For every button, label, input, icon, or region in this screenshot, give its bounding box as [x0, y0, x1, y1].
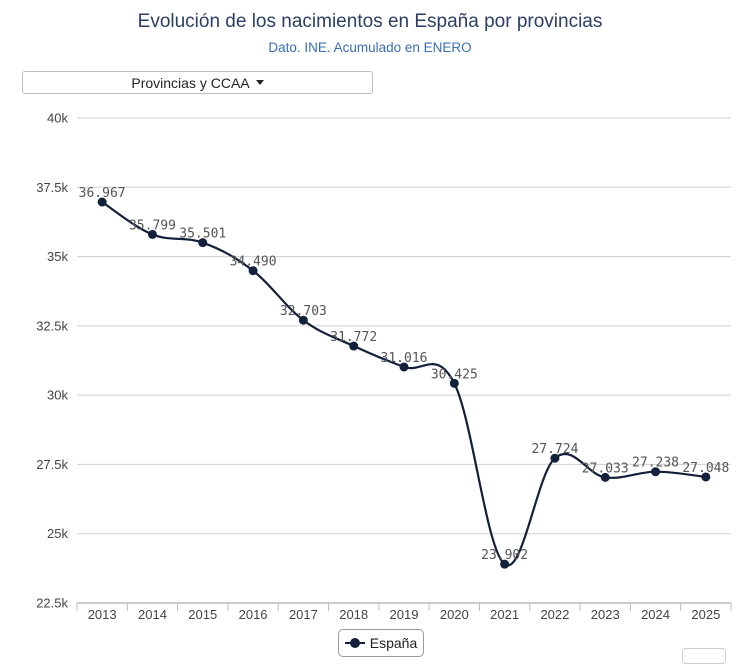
x-tick-label: 2019	[390, 607, 419, 622]
data-point	[399, 362, 409, 372]
data-point	[550, 453, 560, 463]
x-tick-label: 2020	[440, 607, 469, 622]
region-selector-label: Provincias y CCAA	[131, 74, 250, 91]
data-point	[701, 472, 711, 482]
data-label: 27.238	[632, 456, 679, 471]
x-tick-label: 2015	[188, 607, 217, 622]
series-marker-icon	[344, 638, 365, 648]
x-tick-label: 2018	[339, 607, 368, 622]
data-label: 27.724	[531, 442, 578, 457]
data-point	[600, 472, 610, 482]
data-point	[651, 467, 661, 477]
y-tick-label: 27.5k	[36, 457, 68, 472]
data-point	[449, 378, 459, 388]
data-label: 34.490	[230, 255, 277, 270]
data-label: 35.799	[129, 218, 176, 233]
x-tick-label: 2024	[641, 607, 670, 622]
legend-item-espana[interactable]: España	[338, 629, 424, 657]
x-tick-label: 2023	[591, 607, 620, 622]
data-label: 36.967	[79, 186, 126, 201]
region-selector-dropdown[interactable]: Provincias y CCAA	[22, 71, 373, 94]
x-tick-label: 2017	[289, 607, 318, 622]
chart-title: Evolución de los nacimientos en España p…	[137, 11, 603, 32]
legend-label: España	[369, 635, 418, 651]
data-label: 30.425	[431, 367, 478, 382]
data-label: 32.703	[280, 304, 327, 319]
y-tick-label: 35k	[47, 249, 68, 264]
caret-down-icon	[255, 80, 264, 85]
data-label: 35.501	[179, 227, 226, 242]
line-chart: 22.5k 25k 27.5k 30k 32.5k 35k 37.5k 40k 2013 2014…	[36, 111, 732, 622]
x-tick-label: 2014	[138, 607, 167, 622]
data-label: 23.902	[481, 548, 528, 563]
data-point	[147, 229, 157, 239]
y-tick-label: 30k	[47, 388, 68, 403]
y-tick-label: 32.5k	[36, 318, 68, 333]
data-label: 27.048	[682, 461, 729, 476]
chart-subtitle: Dato. INE. Acumulado en ENERO	[268, 40, 472, 55]
x-tick-label: 2025	[691, 607, 720, 622]
series-line-espana	[101, 201, 706, 567]
data-point	[198, 238, 208, 248]
data-label: 31.016	[381, 351, 428, 366]
data-point	[97, 197, 107, 207]
y-tick-label: 40k	[47, 111, 68, 126]
x-tick-label: 2022	[540, 607, 569, 622]
x-tick-label: 2016	[239, 607, 268, 622]
chart-menu-button[interactable]	[682, 648, 726, 664]
data-point	[349, 341, 359, 351]
x-tick-label: 2013	[88, 607, 117, 622]
data-label: 27.033	[582, 461, 629, 476]
y-tick-label: 37.5k	[36, 180, 68, 195]
y-tick-label: 25k	[47, 526, 68, 541]
data-point	[298, 315, 308, 325]
data-label: 31.772	[330, 330, 377, 345]
data-point	[248, 266, 258, 276]
x-tick-label: 2021	[490, 607, 519, 622]
y-tick-label: 22.5k	[36, 596, 68, 611]
data-point	[500, 559, 510, 569]
